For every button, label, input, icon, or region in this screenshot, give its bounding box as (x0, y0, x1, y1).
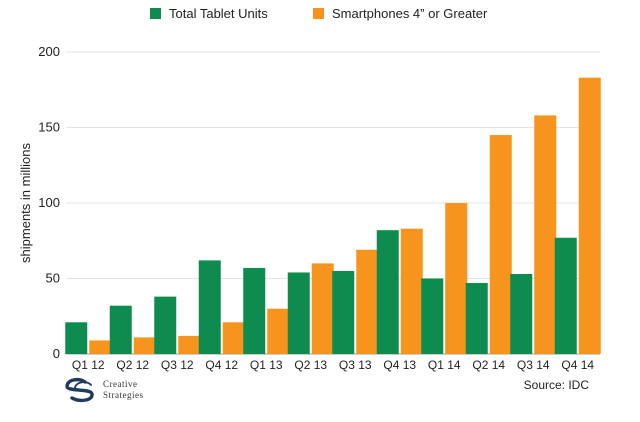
legend-item-tablets: Total Tablet Units (150, 6, 268, 21)
legend-swatch-tablets (150, 8, 161, 19)
x-tick-label: Q4 13 (383, 358, 416, 372)
legend-label-smartphones: Smartphones 4” or Greater (332, 6, 488, 21)
bar-tablets (198, 260, 221, 354)
bar-tablets (332, 270, 355, 354)
bar-tablets (287, 272, 310, 354)
bar-tablets (243, 267, 266, 354)
bar-tablets (154, 296, 177, 354)
x-tick-label: Q2 12 (116, 358, 149, 372)
bar-smartphones (400, 228, 423, 354)
x-tick-label: Q4 14 (561, 358, 594, 372)
y-tick-label: 0 (53, 346, 60, 361)
x-tick-label: Q2 13 (294, 358, 327, 372)
x-tick-label: Q1 12 (72, 358, 105, 372)
x-tick-label: Q3 14 (517, 358, 550, 372)
bar-tablets (376, 230, 399, 354)
y-tick-label: 150 (38, 120, 60, 135)
logo-line-2: Strategies (103, 390, 144, 400)
x-tick-label: Q4 12 (205, 358, 238, 372)
bar-tablets (510, 273, 533, 354)
bar-tablets (421, 278, 444, 354)
bar-tablets (109, 305, 132, 354)
bar-smartphones (534, 115, 557, 354)
creative-strategies-logo: Creative Strategies (63, 377, 144, 403)
x-tick-label: Q1 13 (250, 358, 283, 372)
y-tick-label: 50 (46, 271, 60, 286)
bar-smartphones (311, 263, 334, 354)
bar-tablets (554, 237, 577, 354)
y-axis-label: shipments in millions (18, 143, 33, 263)
logo-wordmark: Creative Strategies (103, 379, 144, 401)
y-tick-label: 200 (38, 44, 60, 59)
bar-tablets (465, 283, 488, 354)
logo-line-1: Creative (103, 379, 138, 389)
source-note: Source: IDC (523, 378, 589, 392)
legend-label-tablets: Total Tablet Units (169, 6, 268, 21)
bar-smartphones (133, 337, 156, 354)
x-tick-label: Q3 13 (339, 358, 372, 372)
chart-legend: Total Tablet Units Smartphones 4” or Gre… (0, 6, 640, 26)
x-tick-label: Q2 14 (472, 358, 505, 372)
bar-smartphones (445, 203, 468, 354)
y-tick-label: 100 (38, 195, 60, 210)
x-tick-label: Q1 14 (428, 358, 461, 372)
bar-smartphones (578, 77, 601, 355)
bar-smartphones (89, 340, 112, 354)
bar-smartphones (178, 335, 201, 354)
legend-item-smartphones: Smartphones 4” or Greater (313, 6, 487, 21)
x-tick-label: Q3 12 (161, 358, 194, 372)
bar-tablets (65, 322, 88, 354)
legend-swatch-smartphones (313, 8, 324, 19)
bar-smartphones (267, 308, 290, 354)
bar-smartphones (489, 135, 512, 354)
bar-smartphones (356, 249, 379, 354)
bar-smartphones (222, 322, 245, 354)
cs-logo-icon (65, 377, 94, 403)
